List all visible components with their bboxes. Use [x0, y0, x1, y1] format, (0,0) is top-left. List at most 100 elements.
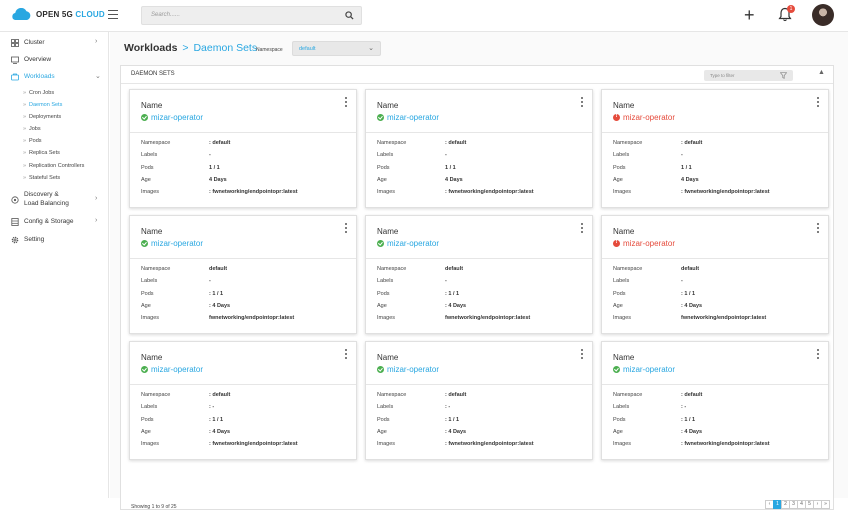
search-input[interactable]: Search...... [151, 12, 181, 18]
card-name-label: Name [613, 353, 635, 362]
more-options-icon[interactable] [345, 223, 348, 235]
card-name-value[interactable]: mizar-operator [141, 239, 203, 248]
card-name-value[interactable]: mizar-operator [613, 365, 675, 374]
card-field-label: Namespace [141, 392, 171, 398]
card-divider [366, 384, 592, 385]
sidebar-item-label: Cluster [24, 39, 45, 46]
card-field-value: 4 Days [681, 177, 699, 183]
card-field-value: : 1 / 1 [681, 417, 696, 423]
sidebar-subitem-daemon-sets[interactable]: » Daemon Sets [23, 102, 63, 108]
sidebar-item-label: Overview [24, 56, 52, 63]
more-options-icon[interactable] [817, 97, 820, 109]
daemon-set-card[interactable]: Name mizar-operator Namespace: default Labe… [129, 89, 357, 208]
card-field-label: Age [141, 429, 151, 435]
card-field-label: Namespace [613, 140, 643, 146]
card-name-value[interactable]: mizar-operator [141, 113, 203, 122]
card-field-value: : 4 Days [445, 303, 467, 309]
card-field-value: : default [209, 392, 231, 398]
more-options-icon[interactable] [817, 223, 820, 235]
daemon-set-card[interactable]: Name mizar-operator Namespace: default Labe… [365, 341, 593, 460]
more-options-icon[interactable] [817, 349, 820, 361]
card-field-label: Namespace [377, 266, 407, 272]
sidebar-item-discovery[interactable]: Discovery & Load Balancing › [0, 189, 109, 211]
sidebar-subitem-pods[interactable]: » Pods [23, 138, 42, 144]
pagination: ‹ 1 2 3 4 5 ›» [765, 500, 830, 509]
more-options-icon[interactable] [581, 223, 584, 235]
card-name-value[interactable]: mizar-operator [377, 113, 439, 122]
sidebar-item-workloads[interactable]: Workloads ⌄ [0, 69, 109, 85]
card-name-value[interactable]: mizar-operator [613, 113, 675, 122]
card-field-value: : 1 / 1 [209, 417, 224, 423]
card-field-value: : 4 Days [445, 429, 467, 435]
daemon-set-card[interactable]: Name mizar-operator Namespace: default Labe… [601, 341, 829, 460]
discovery-icon [11, 196, 19, 204]
user-avatar[interactable] [812, 4, 834, 26]
sidebar-item-config-storage[interactable]: Config & Storage › [0, 214, 109, 230]
card-name-label: Name [613, 227, 635, 236]
card-field-label: Labels [613, 152, 630, 158]
sidebar-subitem-deployments[interactable]: » Deployments [23, 114, 62, 120]
card-field-value: fwnetworking/endpointopr:latest [209, 315, 295, 321]
sidebar-item-setting[interactable]: Setting [0, 232, 109, 248]
pagination-summary: Showing 1 to 9 of 25 [131, 504, 177, 510]
sidebar-subitem-jobs[interactable]: » Jobs [23, 126, 41, 132]
card-field-value: : fwnetworking/endpointopr:latest [445, 189, 534, 195]
notifications-button[interactable]: 1 [778, 5, 795, 27]
card-field-label: Pods [377, 165, 390, 171]
daemon-set-card[interactable]: Name mizar-operator Namespace: default Labe… [601, 89, 829, 208]
filter-icon[interactable] [780, 72, 787, 79]
sidebar-item-label: Discovery & Load Balancing [24, 191, 69, 207]
card-field-value: - [681, 152, 683, 158]
menu-toggle-icon[interactable] [108, 10, 118, 19]
sidebar-subitem-cron-jobs[interactable]: » Cron Jobs [23, 90, 55, 96]
sidebar-item-overview[interactable]: Overview [0, 52, 109, 68]
card-divider [602, 384, 828, 385]
card-field-label: Age [377, 429, 387, 435]
search-box[interactable]: Search...... [141, 6, 362, 25]
panel-title: DAEMON SETS [131, 71, 175, 77]
breadcrumb-root[interactable]: Workloads [124, 42, 178, 54]
daemon-set-card[interactable]: Name mizar-operator Namespace: default Labe… [129, 341, 357, 460]
namespace-select[interactable]: default ⌄ [292, 41, 381, 56]
card-field-value: : fwnetworking/endpointopr:latest [209, 441, 298, 447]
pagination-button[interactable]: » [821, 500, 830, 509]
card-field-value: 1 / 1 [445, 165, 456, 171]
card-field-value: : default [681, 140, 703, 146]
card-field-label: Pods [141, 291, 154, 297]
breadcrumb-separator: > [182, 42, 189, 54]
cloud-logo-icon [12, 8, 31, 20]
card-name-value[interactable]: mizar-operator [141, 365, 203, 374]
brand-logo[interactable]: OPEN 5G CLOUD [10, 8, 105, 21]
card-field-label: Pods [613, 291, 626, 297]
card-name-label: Name [377, 353, 399, 362]
more-options-icon[interactable] [345, 349, 348, 361]
card-field-value: : 1 / 1 [681, 291, 696, 297]
card-field-label: Images [141, 315, 160, 321]
more-options-icon[interactable] [581, 349, 584, 361]
card-field-label: Images [377, 315, 396, 321]
card-name-label: Name [377, 227, 399, 236]
card-field-label: Namespace [141, 266, 171, 272]
sidebar-subitem-replication-controllers[interactable]: » Replication Controllers [23, 163, 85, 169]
card-divider [130, 132, 356, 133]
top-bar: OPEN 5G CLOUD Search...... + 1 [0, 0, 848, 32]
more-options-icon[interactable] [345, 97, 348, 109]
add-icon[interactable]: + [744, 5, 755, 25]
card-field-label: Images [377, 189, 396, 195]
card-name-value[interactable]: mizar-operator [613, 239, 675, 248]
daemon-set-card[interactable]: Name mizar-operator Namespace default Labels… [365, 215, 593, 334]
daemon-set-card[interactable]: Name mizar-operator Namespace: default Labe… [365, 89, 593, 208]
sidebar-item-cluster[interactable]: Cluster › [0, 35, 109, 51]
card-field-value: : - [445, 404, 451, 410]
card-name-value[interactable]: mizar-operator [377, 239, 439, 248]
daemon-set-card[interactable]: Name mizar-operator Namespace default Labels… [601, 215, 829, 334]
more-options-icon[interactable] [581, 97, 584, 109]
card-name-value[interactable]: mizar-operator [377, 365, 439, 374]
card-divider [602, 258, 828, 259]
sidebar-subitem-stateful-sets[interactable]: » Stateful Sets [23, 175, 61, 181]
search-icon[interactable] [345, 11, 354, 20]
filter-input[interactable]: Type to filter [704, 70, 793, 81]
collapse-panel-icon[interactable]: ▲ [818, 69, 825, 76]
sidebar-subitem-replica-sets[interactable]: » Replica Sets [23, 150, 60, 156]
daemon-set-card[interactable]: Name mizar-operator Namespace default Labels… [129, 215, 357, 334]
